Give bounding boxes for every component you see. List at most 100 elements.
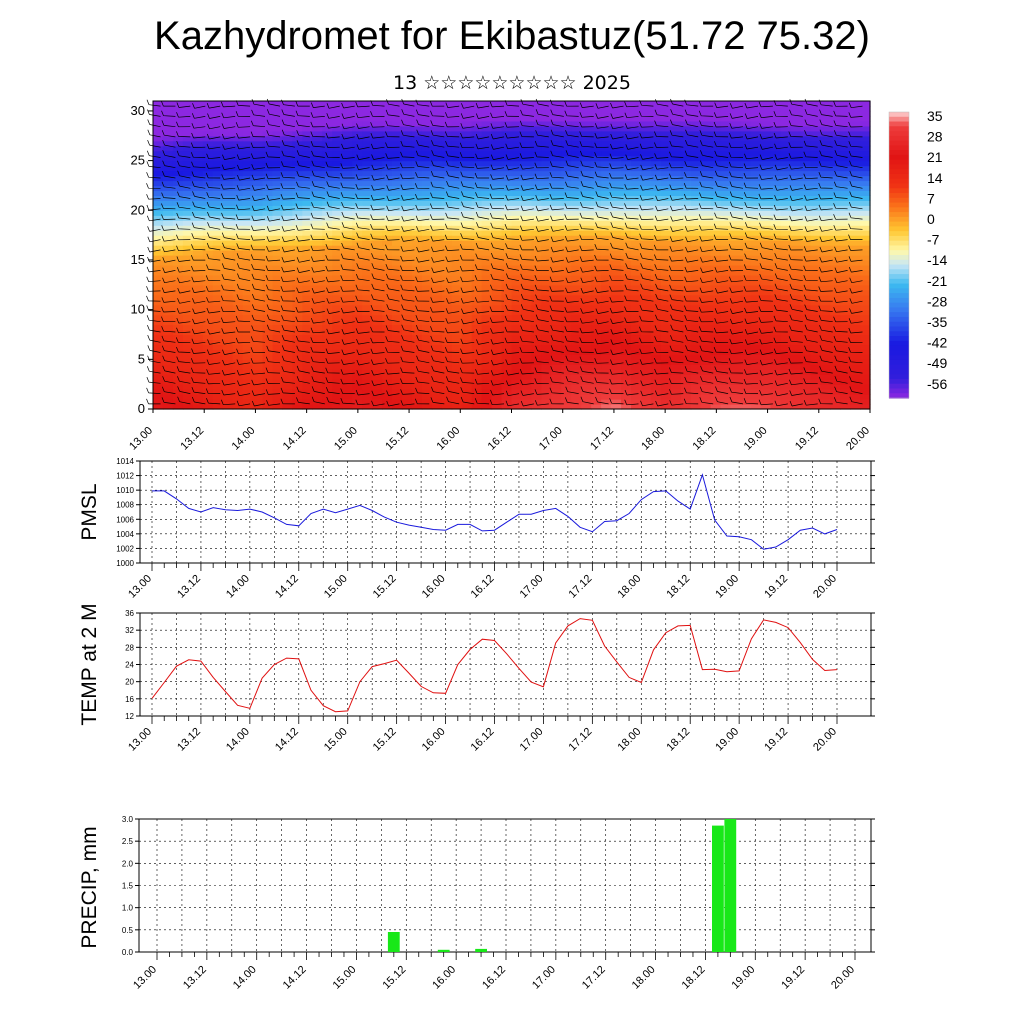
heatmap-cell — [372, 259, 383, 266]
heatmap-cell — [551, 101, 562, 107]
heatmap-cell — [182, 145, 194, 152]
heatmap-cell — [770, 240, 781, 246]
heatmap-cell — [640, 299, 652, 306]
heatmap-cell — [501, 309, 513, 316]
heatmap-cell — [760, 215, 772, 221]
wind-barb — [147, 139, 161, 148]
heatmap-cell — [621, 289, 632, 296]
heatmap-cell — [531, 120, 542, 127]
heatmap-cell — [441, 175, 453, 182]
heatmap-cell — [660, 195, 672, 201]
heatmap-cell — [322, 115, 333, 122]
heatmap-cell — [780, 230, 791, 236]
heatmap-cell — [690, 255, 702, 261]
heatmap-cell — [730, 359, 742, 365]
heatmap-cell — [431, 389, 443, 395]
heatmap-cell — [242, 284, 254, 291]
heatmap-cell — [461, 155, 473, 162]
heatmap-cell — [660, 359, 672, 365]
heatmap-cell — [541, 155, 552, 162]
heatmap-cell — [491, 101, 503, 107]
heatmap-cell — [601, 389, 612, 395]
heatmap-cell — [212, 200, 224, 206]
wind-barb — [386, 283, 400, 292]
heatmap-cell — [710, 374, 722, 380]
heatmap-cell — [581, 264, 592, 271]
heatmap-cell — [212, 324, 224, 331]
heatmap-cell — [660, 155, 672, 162]
heatmap-cell — [322, 264, 333, 271]
wind-barb — [386, 205, 400, 212]
wind-barb — [356, 349, 370, 355]
heatmap-cell — [481, 334, 493, 341]
heatmap-cell — [392, 354, 403, 360]
heatmap-cell — [471, 250, 483, 256]
heatmap-cell — [501, 329, 513, 336]
wind-barb — [356, 164, 370, 170]
heatmap-cell — [730, 389, 742, 395]
heatmap-cell — [222, 309, 234, 316]
heatmap-cell — [730, 210, 742, 216]
heatmap-cell — [521, 344, 533, 350]
heatmap-cell — [411, 369, 423, 375]
heatmap-cell — [780, 210, 791, 216]
heatmap-cell — [262, 364, 274, 370]
heatmap-cell — [461, 389, 473, 395]
heatmap-cell — [760, 369, 772, 375]
heatmap-cell — [282, 324, 294, 331]
wind-barb — [325, 233, 340, 240]
heatmap-cell — [302, 150, 313, 157]
heatmap-cell — [800, 245, 811, 251]
heatmap-cell — [850, 210, 861, 216]
heatmap-cell — [252, 135, 264, 142]
heatmap-cell — [302, 369, 313, 375]
heatmap-cell — [720, 389, 732, 395]
heatmap-cell — [451, 369, 463, 375]
heatmap-cell — [511, 314, 523, 321]
heatmap-cell — [820, 299, 831, 306]
heatmap-cell — [182, 289, 194, 296]
heatmap-cell — [611, 255, 622, 261]
heatmap-cell — [192, 339, 204, 346]
heatmap-cell — [441, 299, 453, 306]
heatmap-cell — [850, 180, 861, 187]
heatmap-cell — [242, 349, 254, 355]
heatmap-cell — [720, 374, 732, 380]
heatmap-cell — [740, 394, 752, 400]
wind-barb — [325, 243, 340, 251]
heatmap-cell — [153, 235, 164, 241]
heatmap-cell — [690, 105, 702, 112]
heatmap-cell — [192, 150, 204, 157]
heatmap-cell — [431, 180, 443, 187]
heatmap-cell — [461, 359, 473, 365]
heatmap-cell — [840, 130, 851, 137]
heatmap-cell — [162, 250, 174, 256]
heatmap-cell — [810, 120, 821, 127]
heatmap-cell — [342, 250, 353, 256]
heatmap-cell — [690, 190, 702, 196]
heatmap-cell — [471, 274, 483, 281]
heatmap-cell — [650, 374, 662, 380]
heatmap-cell — [750, 384, 762, 390]
heatmap-cell — [312, 279, 323, 286]
heatmap-cell — [342, 101, 353, 107]
heatmap-cell — [720, 354, 732, 360]
heatmap-cell — [421, 389, 433, 395]
wind-barb — [325, 358, 340, 364]
heatmap-cell — [182, 309, 194, 316]
heatmap-cell — [262, 314, 274, 321]
heatmap-cell — [601, 150, 612, 157]
heatmap-cell — [760, 289, 772, 296]
wind-barb — [220, 193, 236, 200]
heatmap-cell — [650, 185, 662, 192]
wind-barb — [162, 160, 176, 169]
heatmap-cell — [431, 404, 443, 410]
wind-barb — [355, 183, 370, 190]
wind-barb — [265, 275, 281, 282]
wind-barb — [310, 356, 325, 364]
heatmap-cell — [780, 379, 791, 385]
heatmap-cell — [511, 279, 523, 286]
wind-barb — [206, 102, 221, 109]
heatmap-cell — [850, 200, 861, 206]
heatmap-cell — [611, 299, 622, 306]
